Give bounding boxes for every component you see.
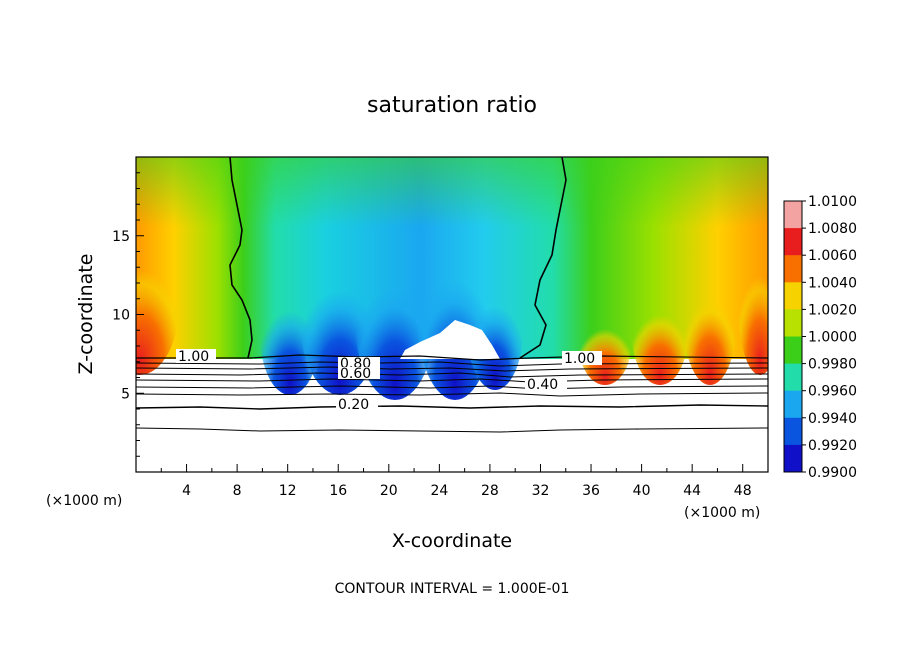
y-tick-label: 10 <box>112 308 130 324</box>
y-axis-label: Z-coordinate <box>75 254 97 375</box>
contour-line-h <box>136 404 768 410</box>
colorbar-label: 0.9900 <box>808 465 857 481</box>
colorbar-label: 1.0020 <box>808 302 857 318</box>
colorbar-swatch <box>784 431 802 446</box>
colorbar-label: 1.0000 <box>808 330 857 346</box>
contour-line-g <box>136 392 768 397</box>
colorbar-swatch <box>784 350 802 365</box>
contour-label-6: 0.20 <box>338 397 369 413</box>
colorbar-swatch <box>784 295 802 310</box>
moist-right-3 <box>684 265 736 385</box>
moist-right-2 <box>632 285 688 385</box>
x-axis-label: X-coordinate <box>392 530 512 552</box>
upper-fade <box>136 157 768 227</box>
colorbar-label: 0.9980 <box>808 357 857 373</box>
colorbar-swatch <box>784 390 802 405</box>
x-tick-label: 4 <box>182 483 191 499</box>
colorbar-label: 0.9960 <box>808 384 857 400</box>
colorbar-swatch <box>784 214 802 229</box>
chart-title: saturation ratio <box>367 93 537 118</box>
colorbar-swatch <box>784 377 802 392</box>
y-tick-label: 5 <box>121 386 130 402</box>
colorbar-swatch <box>784 282 802 297</box>
colorbar-swatch <box>784 322 802 337</box>
x-tick-label: 20 <box>380 483 398 499</box>
colorbar-swatch <box>784 444 802 459</box>
colorbar-swatch <box>784 241 802 256</box>
x-axis-ticks: 4 8 12 16 20 24 28 32 36 40 44 48 <box>160 464 752 499</box>
contour-line-b <box>136 361 768 367</box>
colorbar-label: 0.9920 <box>808 438 857 454</box>
contour-label-1: 1.00 <box>178 349 209 365</box>
x-tick-label: 24 <box>430 483 448 499</box>
moist-right-1 <box>579 305 631 385</box>
clear-region <box>400 320 500 359</box>
x-tick-label: 44 <box>683 483 701 499</box>
colorbar-label: 1.0060 <box>808 248 857 264</box>
x-unit-right: (×1000 m) <box>684 505 760 521</box>
contour-line-c <box>136 366 768 372</box>
x-tick-label: 40 <box>633 483 651 499</box>
contour-line-f <box>136 385 768 390</box>
x-tick-label: 32 <box>532 483 550 499</box>
colorbar-swatch <box>784 201 802 216</box>
colorbar-swatch <box>784 417 802 432</box>
x-unit-left: (×1000 m) <box>46 493 122 509</box>
colorbar-swatch <box>784 363 802 378</box>
y-axis-ticks: 5 10 15 <box>112 172 144 457</box>
colorbar-swatch <box>784 336 802 351</box>
colorbar-label: 1.0080 <box>808 221 857 237</box>
x-tick-label: 48 <box>734 483 752 499</box>
y-tick-label: 15 <box>112 229 130 245</box>
contour-label-2: 1.00 <box>564 351 595 367</box>
colorbar-swatch <box>784 268 802 283</box>
contour-line-i <box>136 427 768 433</box>
x-tick-label: 36 <box>582 483 600 499</box>
contour-line-d <box>136 372 768 378</box>
colorbar-swatch <box>784 458 802 473</box>
colorbar-swatch <box>784 404 802 419</box>
x-tick-label: 8 <box>233 483 242 499</box>
contour-line-e <box>136 378 768 383</box>
moist-left <box>136 225 180 375</box>
contour-line-1-00-left <box>229 157 253 359</box>
contour-interval-note: CONTOUR INTERVAL = 1.000E-01 <box>335 581 570 597</box>
contour-label-4: 0.60 <box>340 366 371 382</box>
colorbar-swatch <box>784 228 802 243</box>
plot-area <box>136 157 768 472</box>
colorbar-label: 1.0100 <box>808 194 857 210</box>
colorbar: 1.0100 1.0080 1.0060 1.0040 1.0020 1.0000 0.99… <box>783 194 857 481</box>
colorbar-label: 0.9940 <box>808 411 857 427</box>
colorbar-label: 1.0040 <box>808 275 857 291</box>
colorbar-swatch <box>784 255 802 270</box>
x-tick-label: 12 <box>279 483 297 499</box>
x-tick-label: 28 <box>481 483 499 499</box>
moist-right-4 <box>738 235 768 375</box>
colorbar-swatch <box>784 309 802 324</box>
contour-label-5: 0.40 <box>527 377 558 393</box>
contour-line-1-00-right <box>519 157 567 359</box>
x-tick-label: 16 <box>329 483 347 499</box>
